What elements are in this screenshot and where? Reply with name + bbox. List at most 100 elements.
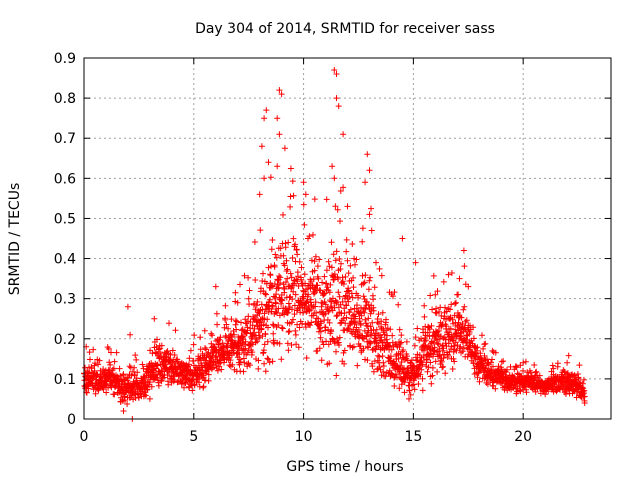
data-point [277, 245, 284, 252]
data-point [428, 380, 435, 387]
data-point [350, 274, 357, 281]
y-tick-label: 0.1 [54, 372, 76, 388]
data-point [550, 365, 557, 372]
data-point [334, 206, 341, 213]
data-point [342, 273, 349, 280]
data-point [144, 386, 151, 393]
data-point [396, 344, 403, 351]
data-point [425, 364, 432, 371]
data-point [440, 355, 447, 361]
data-point [378, 272, 385, 279]
data-point [329, 163, 336, 170]
data-point [565, 373, 572, 379]
data-point [231, 331, 238, 338]
data-point [311, 258, 318, 265]
data-point [343, 302, 350, 309]
data-point [424, 368, 431, 375]
data-point [470, 335, 477, 342]
data-point [205, 371, 212, 378]
data-point [148, 383, 155, 390]
data-point [124, 303, 131, 310]
data-point [266, 359, 273, 366]
data-point [302, 324, 309, 331]
data-point [345, 287, 352, 294]
data-point [390, 293, 396, 300]
data-point [438, 358, 445, 365]
data-point [404, 353, 410, 360]
data-point [142, 392, 149, 399]
data-point [333, 299, 340, 305]
data-point [482, 340, 489, 347]
data-point [157, 349, 164, 356]
data-point [433, 305, 440, 312]
data-point [333, 372, 340, 379]
data-point [217, 334, 224, 341]
data-point [380, 359, 387, 366]
data-point [363, 333, 370, 340]
data-point [124, 401, 131, 407]
data-point [328, 264, 335, 271]
data-point [396, 385, 403, 392]
data-point [361, 309, 368, 316]
data-point [370, 296, 377, 303]
data-point [374, 316, 381, 322]
data-point [333, 71, 340, 77]
data-point [380, 363, 387, 369]
data-point [345, 298, 352, 305]
data-point [433, 349, 440, 355]
data-point [311, 267, 318, 274]
data-point [344, 326, 351, 333]
data-point [336, 293, 343, 300]
data-point [333, 348, 339, 355]
data-point [288, 319, 295, 326]
data-point [421, 302, 428, 309]
data-point [251, 239, 258, 245]
data-point [307, 322, 314, 329]
data-point [370, 307, 377, 314]
data-point [284, 266, 291, 273]
data-point [300, 201, 307, 208]
data-point [103, 389, 110, 396]
data-point [531, 362, 538, 368]
data-point [241, 359, 248, 366]
y-tick-label: 0.7 [54, 131, 76, 147]
data-point [341, 360, 348, 367]
data-point [342, 320, 349, 327]
data-point [132, 352, 139, 359]
data-point [169, 347, 176, 354]
data-point [360, 280, 367, 287]
data-point [370, 368, 377, 375]
data-point [337, 218, 343, 225]
data-point [268, 263, 274, 270]
data-point [359, 272, 366, 279]
data-point [301, 271, 308, 278]
data-point [581, 400, 588, 406]
data-point [249, 349, 256, 356]
data-point [340, 315, 347, 322]
data-point [418, 357, 425, 364]
data-point [222, 302, 229, 309]
data-point [172, 327, 179, 334]
data-point [336, 342, 342, 348]
data-point [278, 356, 285, 363]
data-point [316, 256, 323, 263]
data-point [292, 327, 299, 334]
data-point [203, 346, 210, 353]
data-point [221, 359, 227, 366]
data-point [143, 383, 149, 389]
data-point [524, 369, 531, 376]
data-point [91, 367, 98, 374]
data-point [343, 248, 350, 255]
data-point [542, 391, 549, 398]
data-point [326, 289, 333, 296]
data-point [564, 359, 571, 366]
data-point [267, 272, 274, 279]
data-point [387, 326, 394, 333]
data-point [323, 196, 330, 203]
data-point [336, 334, 343, 341]
data-point [415, 381, 422, 387]
data-point [421, 313, 428, 320]
data-point [331, 67, 338, 73]
data-point [282, 279, 289, 286]
data-point [197, 346, 204, 353]
